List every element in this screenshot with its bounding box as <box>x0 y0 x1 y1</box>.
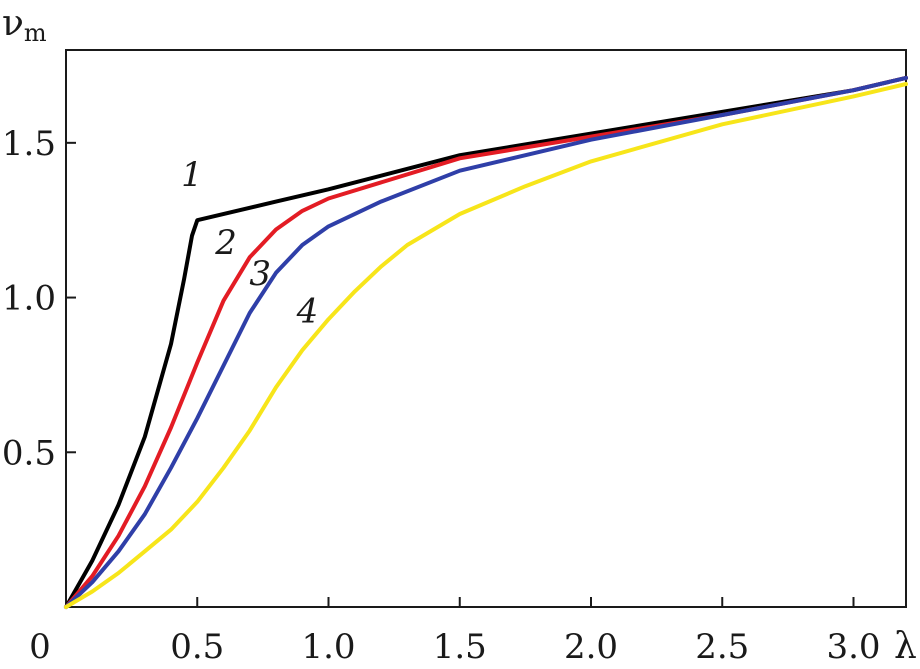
y-tick-label-0: 0.5 <box>2 433 56 473</box>
curve-label-3: 3 <box>249 254 271 294</box>
curve-label-4: 4 <box>296 291 319 331</box>
x-tick-label-3: 1.5 <box>433 627 487 667</box>
x-tick-label-5: 2.5 <box>695 627 749 667</box>
series-layer <box>64 75 908 609</box>
curve-label-2: 2 <box>214 223 237 263</box>
x-tick-label-2: 1.0 <box>301 627 355 667</box>
y-tick-label-2: 1.5 <box>2 124 56 164</box>
series-3-line <box>64 75 908 609</box>
y-axis-label-main: ν <box>2 3 24 44</box>
x-tick-label-0: 0 <box>29 627 51 667</box>
y-axis-label-sub: m <box>24 19 47 47</box>
x-axis-label: λ <box>894 626 917 667</box>
y-axis-label: νm <box>2 3 47 47</box>
x-tick-label-1: 0.5 <box>170 627 224 667</box>
curve-label-1: 1 <box>181 155 203 195</box>
x-tick-label-4: 2.0 <box>564 627 618 667</box>
plot-frame <box>65 49 907 608</box>
series-1-line <box>64 75 908 609</box>
x-tick-label-6: 3.0 <box>826 627 880 667</box>
series-4-line <box>64 82 908 609</box>
y-tick-label-1: 1.0 <box>2 279 56 319</box>
axis-ticks: 0 0.5 1.0 1.5 2.0 2.5 3.0 0.5 1.0 1.5 <box>2 124 881 667</box>
